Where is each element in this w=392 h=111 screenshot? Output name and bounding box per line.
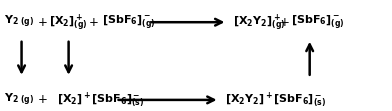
Text: $\mathbf{Y_{2\ (g)}}$: $\mathbf{Y_{2\ (g)}}$ bbox=[4, 92, 34, 108]
Text: $\mathbf{Y_{2\ (g)}}$: $\mathbf{Y_{2\ (g)}}$ bbox=[4, 14, 34, 30]
Text: $+$: $+$ bbox=[88, 16, 99, 29]
Text: $+$: $+$ bbox=[37, 93, 48, 106]
Text: $\mathbf{[X_2]^+_{(g)}}$: $\mathbf{[X_2]^+_{(g)}}$ bbox=[49, 12, 88, 33]
Text: $+$: $+$ bbox=[279, 16, 290, 29]
Text: $\mathbf{[SbF_6]^-_{(g)}}$: $\mathbf{[SbF_6]^-_{(g)}}$ bbox=[102, 13, 156, 31]
Text: $\mathbf{[X_2Y_2]^+_{(g)}}$: $\mathbf{[X_2Y_2]^+_{(g)}}$ bbox=[233, 12, 286, 33]
Text: $+$: $+$ bbox=[37, 16, 48, 29]
Text: $\mathbf{[X_2]^+[SbF_6]^-_{(s)}}$: $\mathbf{[X_2]^+[SbF_6]^-_{(s)}}$ bbox=[57, 90, 144, 109]
Text: $\mathbf{[X_2Y_2]^+[SbF_6]^-_{(s)}}$: $\mathbf{[X_2Y_2]^+[SbF_6]^-_{(s)}}$ bbox=[225, 90, 327, 109]
Text: $\mathbf{[SbF_6]^-_{(g)}}$: $\mathbf{[SbF_6]^-_{(g)}}$ bbox=[291, 13, 345, 31]
